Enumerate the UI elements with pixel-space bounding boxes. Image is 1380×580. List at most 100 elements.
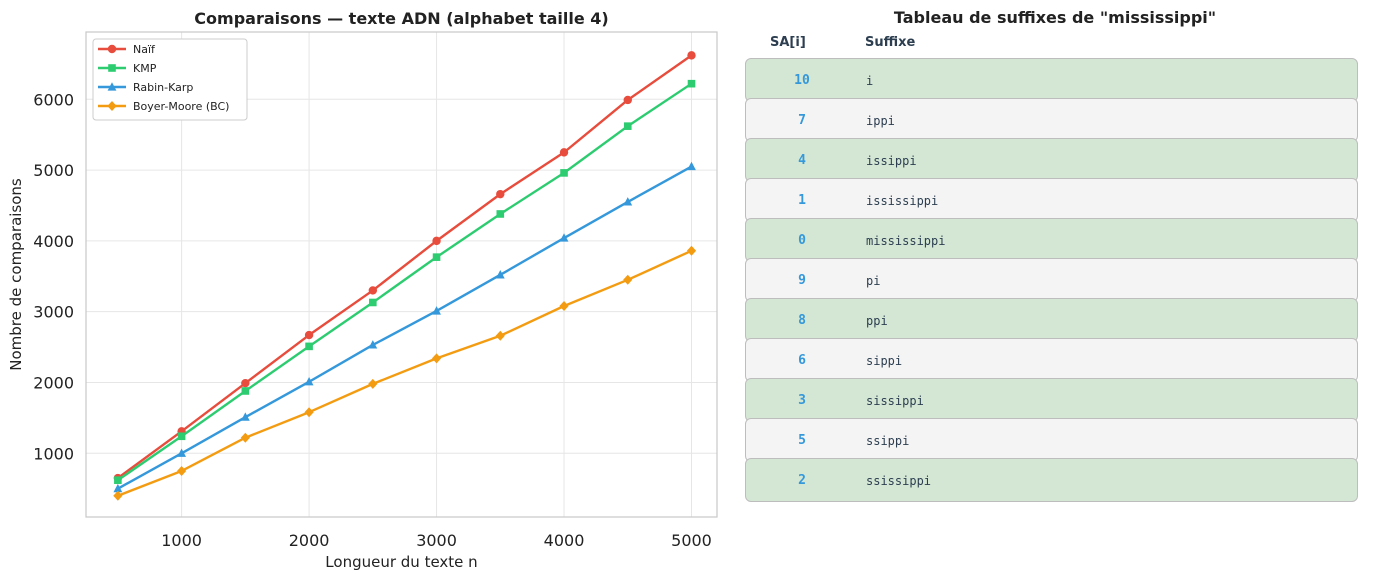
data-point [687,161,696,171]
data-point [623,274,633,285]
data-point [177,448,187,457]
data-point [686,245,697,256]
column-header-sa: SA[i] [770,35,806,50]
table-row: 8 ppi [745,298,1358,342]
series-line [117,82,693,482]
data-point [368,286,378,295]
data-point [559,301,569,312]
series-line [117,54,693,480]
legend-item: Naïf [98,43,156,56]
suffix-table-rows: 10 i 7 ippi 4 issippi 1 ississippi 0 mississippi 9… [745,58,1358,502]
data-point [241,387,250,395]
data-point [240,412,250,421]
data-point [431,353,442,364]
table-row: 10 i [745,58,1358,102]
legend-item: Rabin-Karp [98,81,193,94]
data-point [177,432,186,441]
data-point [687,51,696,60]
data-point [495,270,505,279]
data-point [305,342,313,351]
data-point [113,490,123,501]
series-2 [113,161,696,493]
plot-frame [85,31,718,518]
y-tick-label: 5000 [33,161,74,180]
legend-item: KMP [98,62,157,75]
table-row: 6 sippi [745,338,1358,382]
data-point [432,306,441,315]
data-point [369,298,377,307]
suffix-text: mississippi [866,234,946,248]
data-point [623,95,632,105]
data-point [107,101,117,111]
legend-label: Rabin-Karp [133,81,193,94]
table-row: 4 issippi [745,138,1358,182]
sa-index: 4 [798,153,806,168]
sa-index: 10 [794,73,810,88]
suffix-text: ssissippi [866,474,932,488]
x-axis-label: Longueur du texte n [325,553,477,571]
sa-index: 3 [798,393,806,408]
series-3 [113,245,697,501]
data-point [432,236,441,246]
suffix-text: ippi [866,114,895,128]
legend-box [92,38,248,121]
suffix-text: sippi [866,354,903,368]
data-point [623,122,632,130]
data-point [368,340,378,349]
sa-index: 5 [798,433,806,448]
y-tick-label: 1000 [33,444,74,463]
data-point [559,233,569,242]
sa-index: 6 [798,353,806,368]
data-point [495,330,505,341]
data-point [108,64,116,72]
suffix-text: ppi [866,314,888,328]
table-row: 7 ippi [745,98,1358,142]
data-point [114,476,122,484]
x-tick-label: 1000 [161,531,202,550]
y-tick-label: 6000 [33,90,74,109]
x-tick-label: 2000 [289,531,330,550]
sa-index: 2 [798,473,806,488]
data-point [623,197,633,206]
data-point [496,210,505,218]
legend-label: Naïf [133,43,156,56]
suffix-table-title: Tableau de suffixes de "mississippi" [893,8,1217,27]
suffix-text: issippi [866,154,917,168]
table-row: 5 ssippi [745,418,1358,462]
chart-panel: 1000 2000 3000 4000 5000 1000 2000 3000 4000 5000… [7,9,718,571]
table-row: 1 ississippi [745,178,1358,222]
legend-label: KMP [133,62,157,75]
data-point [107,44,117,54]
line-chart: 1000 2000 3000 4000 5000 1000 2000 3000 4000 5000… [7,9,718,571]
data-point [559,148,569,157]
suffix-text: i [866,74,874,88]
suffix-text: pi [866,274,881,288]
y-axis-label: Nombre de comparaisons [7,178,25,371]
chart-title: Comparaisons — texte ADN (alphabet taill… [194,9,608,28]
data-point [113,483,123,493]
legend-label: Boyer-Moore (BC) [133,100,229,113]
data-point [304,407,314,418]
sa-index: 0 [798,233,806,248]
legend: Naïf KMP Rabin-Karp Boyer-Moore (BC) [92,38,248,121]
sa-index: 9 [798,273,806,288]
sa-index: 8 [798,313,806,328]
table-row: 9 pi [745,258,1358,302]
x-tick-label: 5000 [671,531,712,550]
column-header-suffix: Suffixe [865,35,916,50]
y-tick-label: 2000 [33,373,74,392]
data-point [687,79,696,88]
data-point [432,253,441,261]
data-point [304,330,314,340]
data-point [560,169,568,177]
data-point [107,82,117,91]
x-tick-label: 4000 [544,531,585,550]
y-tick-label: 3000 [33,303,74,322]
y-tick-label: 4000 [33,232,74,251]
table-row: 2 ssissippi [745,458,1358,502]
sa-index: 1 [798,193,806,208]
x-tick-label: 3000 [416,531,457,550]
series-line [117,165,693,490]
sa-index: 7 [798,113,806,128]
data-point [241,378,250,388]
